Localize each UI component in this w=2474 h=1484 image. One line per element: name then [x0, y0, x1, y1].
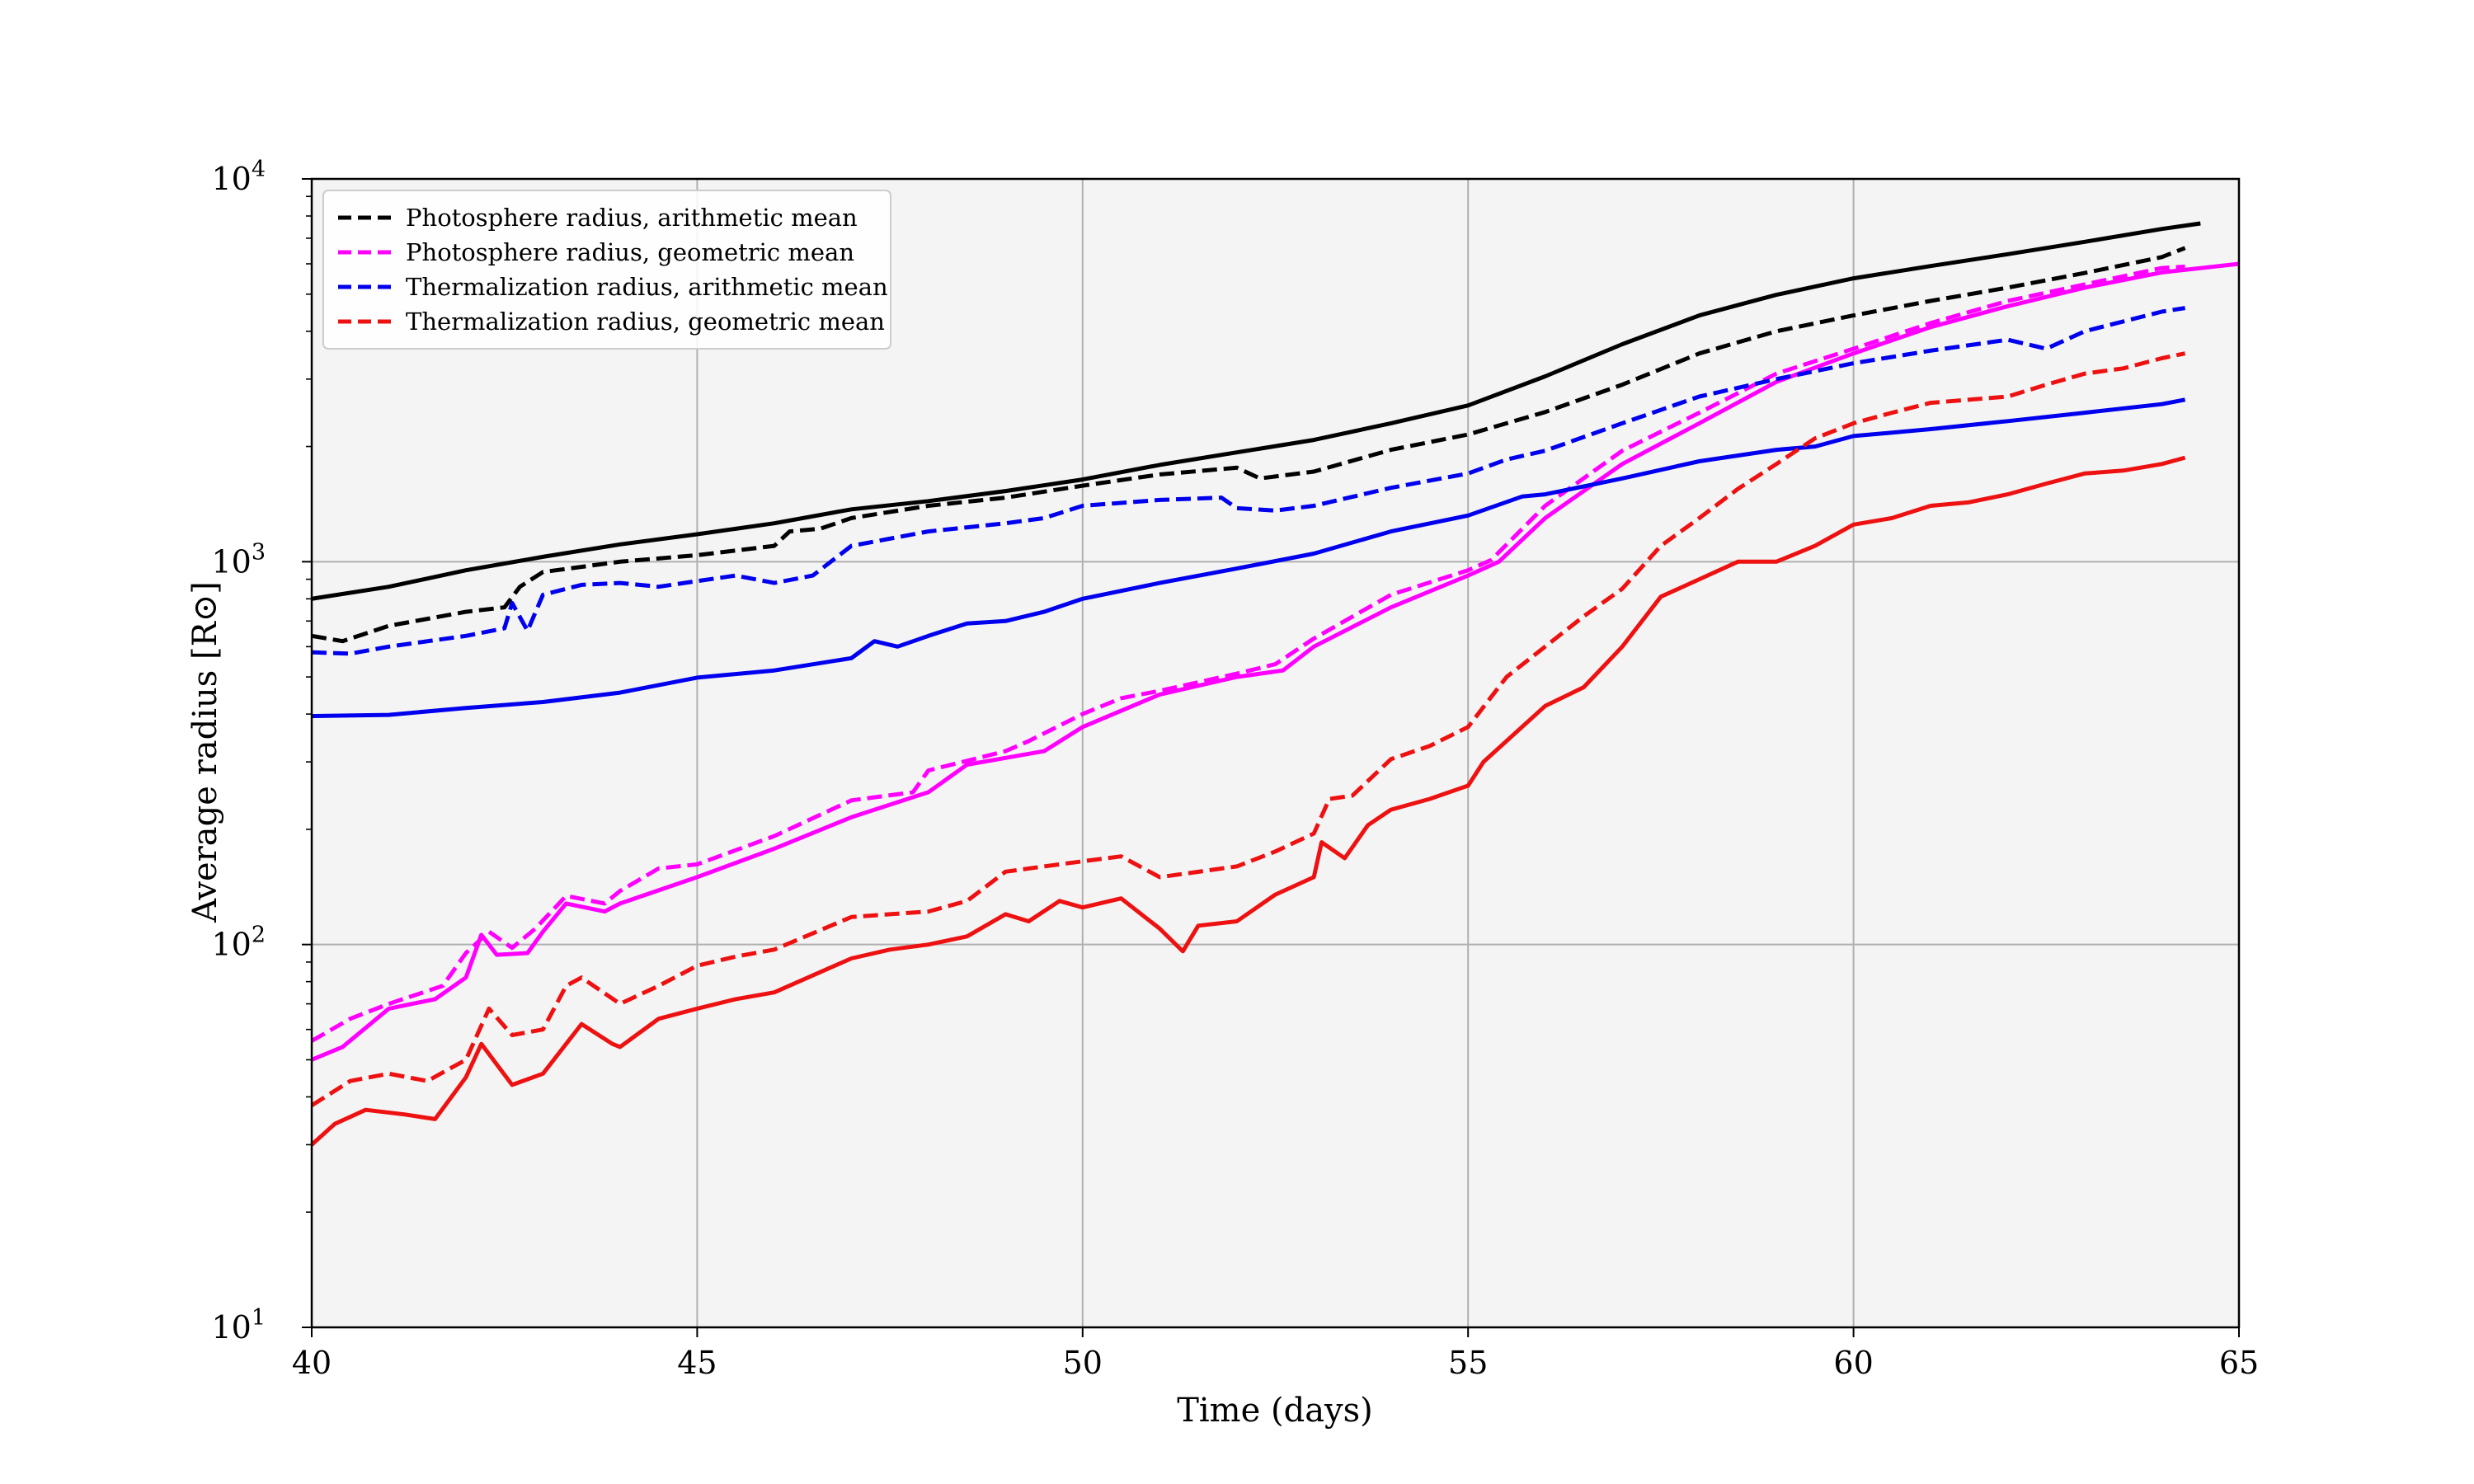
- series-line-7-solid: [310, 455, 2186, 1147]
- y-tick-label: 104: [211, 157, 266, 197]
- series-line-2-dashed: [311, 246, 2186, 644]
- legend-entry-label: Photosphere radius, geometric mean: [406, 238, 854, 266]
- y-axis-label: Average radius [R⊙]: [186, 581, 224, 923]
- legend-entry-label: Thermalization radius, geometric mean: [406, 308, 885, 336]
- axis-ticks: 40 45 50 55 60 65 101 102 103 104: [211, 157, 2259, 1381]
- plot-frame: [310, 177, 2241, 1329]
- x-axis-label: Time (days): [1177, 1392, 1373, 1430]
- plot-background: [312, 179, 2239, 1327]
- series-line-6-dashed: [311, 306, 2185, 656]
- legend-box: [322, 190, 891, 350]
- series-line-8-dashed: [310, 351, 2186, 1107]
- y-tick-label: 103: [211, 539, 266, 580]
- x-tick-label: 60: [1833, 1345, 1873, 1381]
- x-tick-label: 65: [2219, 1345, 2259, 1381]
- series-line-5-solid: [311, 397, 2186, 719]
- legend-entry-label: Thermalization radius, arithmetic mean: [406, 273, 888, 301]
- series-lines: [310, 221, 2240, 1147]
- legend: Photosphere radius, arithmetic mean Photo…: [322, 190, 891, 350]
- x-tick-label: 50: [1063, 1345, 1103, 1381]
- y-tick-label: 101: [211, 1305, 266, 1345]
- x-tick-label: 55: [1448, 1345, 1488, 1381]
- x-tick-label: 45: [677, 1345, 717, 1381]
- y-tick-label: 102: [211, 923, 266, 963]
- legend-entry-label: Photosphere radius, arithmetic mean: [406, 204, 858, 232]
- x-tick-label: 40: [292, 1345, 332, 1381]
- series-line-1-solid: [311, 221, 2201, 601]
